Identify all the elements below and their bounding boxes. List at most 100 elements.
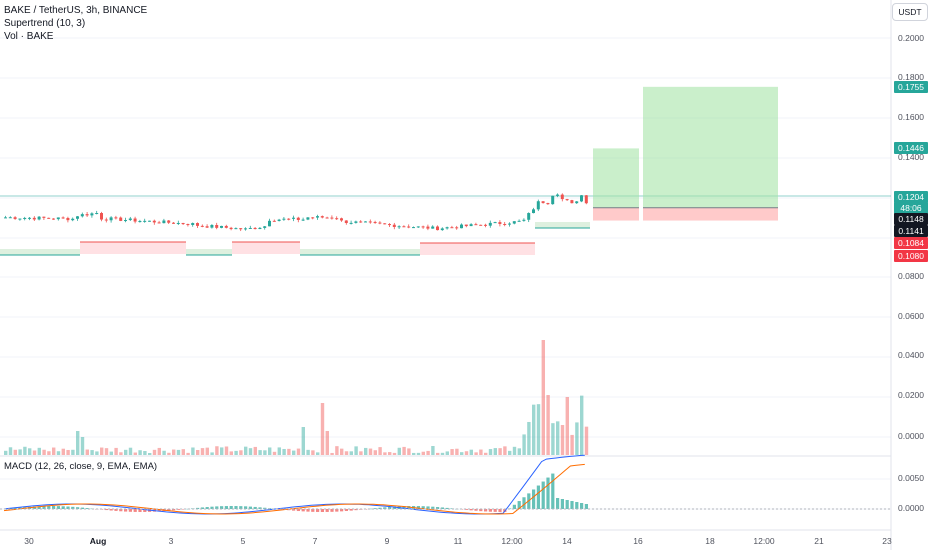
candle-body (556, 194, 559, 196)
currency-button[interactable]: USDT (892, 3, 928, 21)
time-axis-label: 12:00 (753, 536, 775, 546)
candle-body (546, 203, 550, 205)
volume-bar (18, 449, 22, 455)
volume-bar (272, 451, 277, 455)
macd-histogram-bar (522, 497, 526, 509)
volume-bar (340, 448, 344, 455)
candle-body (282, 218, 286, 220)
macd-histogram-bar (239, 506, 243, 509)
volume-bar (551, 423, 555, 455)
macd-histogram-bar (220, 506, 224, 509)
volume-bar (292, 450, 296, 455)
candle-body (119, 217, 123, 221)
candle-body (296, 217, 300, 220)
symbol-legend[interactable]: BAKE / TetherUS, 3h, BINANCE (4, 5, 148, 16)
supertrend-legend[interactable]: Supertrend (10, 3) (4, 18, 86, 29)
candle-body (316, 216, 319, 218)
macd-histogram-bar (416, 506, 420, 509)
macd-histogram-bar (383, 507, 387, 509)
volume-bar (104, 448, 109, 455)
candle-body (124, 220, 127, 222)
candle-body (248, 227, 252, 229)
target-zone (643, 86, 778, 208)
supertrend-fill (535, 222, 590, 228)
macd-histogram-bar (479, 509, 483, 512)
macd-histogram-bar (532, 489, 536, 509)
candle-body (277, 219, 281, 221)
volume-legend[interactable]: Vol · BAKE (4, 31, 54, 42)
volume-bar (296, 448, 301, 455)
candle-body (522, 219, 526, 221)
candle-body (474, 224, 478, 226)
macd-legend[interactable]: MACD (12, 26, close, 9, EMA, EMA) (4, 461, 158, 472)
candle-body (114, 217, 118, 219)
volume-bars (4, 340, 589, 455)
volume-bar (402, 446, 406, 455)
macd-histogram-bar (52, 506, 56, 509)
volume-bar (128, 447, 133, 455)
macd-histogram-bar (18, 507, 22, 509)
macd-histogram-bar (565, 500, 569, 509)
macd-histogram-bar (248, 506, 252, 509)
volume-bar (148, 452, 152, 455)
candle-body (330, 217, 334, 219)
candlesticks (4, 193, 588, 232)
candle-body (388, 224, 391, 226)
macd-histogram-bar (354, 509, 358, 511)
volume-bar (503, 446, 507, 455)
supertrend-fill (0, 249, 80, 255)
volume-bar (354, 446, 358, 455)
macd-histogram-bar (196, 507, 200, 509)
candle-body (61, 217, 65, 219)
macd-histogram-bar (484, 509, 488, 512)
volume-bar (311, 450, 315, 455)
stop-zone (593, 207, 639, 221)
macd-histogram-bar (498, 509, 502, 512)
macd-histogram-bar (42, 506, 46, 509)
candle-body (37, 216, 41, 220)
macd-histogram-bar (80, 507, 84, 509)
candle-body (575, 201, 579, 204)
volume-bar (277, 447, 281, 455)
volume-bar (119, 452, 123, 455)
macd-axis-label: 0.0050 (898, 473, 924, 483)
volume-bar (412, 452, 416, 455)
candle-body (421, 226, 425, 228)
volume-bar (138, 450, 142, 455)
candle-body (536, 201, 540, 210)
time-axis-label: 5 (240, 536, 246, 546)
time-axis-label: Aug (89, 536, 107, 546)
volume-bar (436, 452, 440, 455)
candle-body (23, 217, 27, 219)
macd-histogram-bar (575, 502, 579, 509)
volume-bar (4, 450, 8, 455)
macd-histogram-bar (176, 509, 180, 510)
volume-bar (224, 446, 229, 455)
candle-body (143, 220, 147, 222)
macd-histogram-bar (13, 508, 17, 509)
macd-histogram-bar (512, 504, 516, 509)
macd-histogram-bar (325, 509, 329, 512)
volume-bar (388, 452, 392, 455)
candle-body (320, 216, 324, 218)
volume-bar (335, 446, 339, 455)
candle-body (32, 217, 36, 220)
time-axis-label: 3 (168, 536, 174, 546)
macd-histogram-bar (47, 506, 51, 509)
candle-body (402, 226, 406, 228)
volume-bar (325, 431, 329, 455)
volume-bar (239, 450, 243, 455)
candle-body (306, 217, 310, 220)
macd-histogram-bar (258, 507, 262, 509)
candle-body (210, 224, 214, 228)
volume-bar (263, 450, 267, 455)
candle-body (301, 219, 305, 221)
macd-histogram-bar (551, 473, 555, 509)
volume-bar (536, 404, 541, 455)
price-axis-label: 0.0600 (898, 311, 924, 321)
volume-bar (196, 449, 200, 455)
volume-bar (556, 421, 560, 455)
macd-histogram-bar (292, 509, 296, 511)
macd-histogram-bar (584, 504, 588, 509)
